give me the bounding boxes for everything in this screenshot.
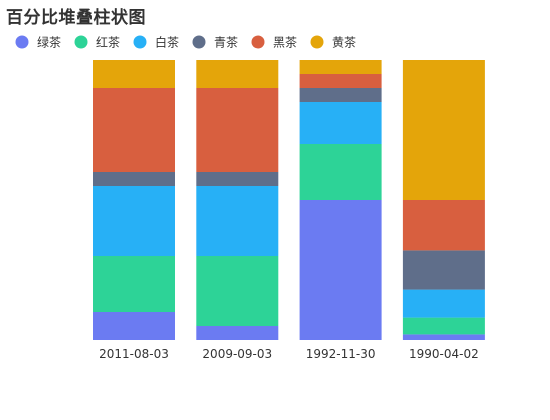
- bar-segment[interactable]: [93, 60, 175, 88]
- bar-segment[interactable]: [402, 200, 485, 251]
- legend-label: 白茶: [155, 35, 179, 50]
- legend-swatch: [74, 35, 88, 49]
- bar-segment[interactable]: [402, 60, 485, 200]
- bar-segment[interactable]: [299, 88, 382, 102]
- bar-segment[interactable]: [196, 172, 279, 186]
- bar-segment[interactable]: [299, 102, 382, 144]
- legend-swatch: [15, 35, 29, 49]
- legend-swatch: [310, 35, 324, 49]
- bar-segment[interactable]: [299, 60, 382, 74]
- x-tick-label: 2011-08-03: [99, 347, 169, 361]
- legend-label: 绿茶: [37, 35, 61, 50]
- x-tick-label: 1990-04-02: [409, 347, 479, 361]
- legend-item[interactable]: 绿茶: [15, 35, 62, 50]
- bar-segment[interactable]: [196, 326, 279, 340]
- bar-segment[interactable]: [196, 60, 279, 88]
- legend-item[interactable]: 青茶: [192, 35, 239, 50]
- bars-area: [93, 60, 485, 340]
- bar-segment[interactable]: [402, 317, 485, 335]
- bar-segment[interactable]: [402, 289, 485, 318]
- x-tick-label: 1992-11-30: [306, 347, 376, 361]
- bar-segment[interactable]: [196, 256, 279, 326]
- bar-segment[interactable]: [196, 186, 279, 256]
- bar-segment[interactable]: [299, 74, 382, 88]
- legend-item[interactable]: 红茶: [74, 35, 121, 50]
- x-tick-label: 2009-09-03: [202, 347, 272, 361]
- bar-segment[interactable]: [93, 88, 175, 172]
- legend-label: 黑茶: [273, 35, 297, 50]
- bar-segment[interactable]: [299, 200, 382, 340]
- bar-segment[interactable]: [402, 334, 485, 340]
- legend-label: 红茶: [96, 35, 120, 50]
- legend-label: 青茶: [214, 35, 238, 50]
- legend-swatch: [251, 35, 265, 49]
- bar-segment[interactable]: [196, 88, 279, 172]
- bar-segment[interactable]: [299, 144, 382, 200]
- legend-swatch: [192, 35, 206, 49]
- bar-segment[interactable]: [93, 256, 175, 312]
- legend-item[interactable]: 白茶: [133, 35, 180, 50]
- chart-title: 百分比堆叠柱状图: [6, 8, 146, 28]
- legend-item[interactable]: 黑茶: [251, 35, 298, 50]
- bar-segment[interactable]: [93, 172, 175, 186]
- bar-segment[interactable]: [402, 250, 485, 290]
- legend[interactable]: 绿茶 红茶 白茶 青茶 黑茶 黄茶: [15, 35, 357, 50]
- bar-segment[interactable]: [93, 186, 175, 256]
- legend-label: 黄茶: [332, 35, 356, 50]
- x-axis: 2011-08-03 2009-09-03 1992-11-30 1990-04-02: [99, 347, 479, 361]
- legend-swatch: [133, 35, 147, 49]
- legend-item[interactable]: 黄茶: [310, 35, 357, 50]
- bar-segment[interactable]: [93, 312, 175, 340]
